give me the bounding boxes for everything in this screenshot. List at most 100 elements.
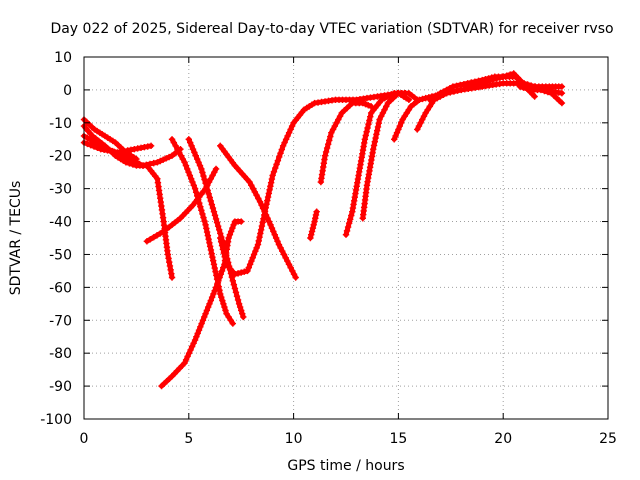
data-point — [274, 238, 281, 245]
series-arc-2 — [80, 122, 176, 281]
data-point — [292, 274, 299, 281]
data-point — [212, 165, 220, 173]
y-tick-label: 10 — [54, 50, 72, 66]
data-point — [258, 222, 266, 230]
data-point — [274, 157, 282, 164]
data-point — [220, 264, 227, 271]
data-point — [496, 74, 504, 81]
data-point — [419, 116, 426, 123]
data-point — [378, 113, 385, 120]
data-point — [204, 232, 212, 239]
y-tick-label: 0 — [63, 83, 72, 99]
data-point — [211, 168, 218, 176]
data-layer — [80, 70, 566, 390]
data-point — [229, 320, 237, 327]
data-point — [391, 136, 398, 143]
data-point — [210, 290, 217, 298]
data-point — [193, 155, 201, 163]
data-point — [206, 243, 214, 250]
data-point — [309, 224, 317, 232]
data-point — [343, 227, 351, 235]
data-point — [203, 183, 210, 190]
data-point — [195, 196, 202, 203]
data-point — [275, 153, 283, 161]
data-point — [370, 145, 377, 153]
x-tick-label: 5 — [184, 431, 193, 447]
data-point — [182, 162, 190, 169]
data-point — [362, 132, 369, 139]
y-tick-label: -70 — [49, 313, 72, 329]
data-point — [273, 161, 280, 168]
data-point — [277, 150, 284, 157]
data-point — [272, 164, 279, 172]
data-point — [287, 264, 294, 271]
data-point — [157, 157, 164, 165]
data-point — [345, 219, 353, 227]
data-point — [213, 219, 221, 226]
data-point — [236, 303, 244, 311]
data-point — [248, 257, 255, 265]
data-point — [209, 257, 217, 264]
data-point — [326, 137, 333, 144]
data-point — [84, 134, 91, 142]
data-point — [221, 303, 228, 311]
data-point — [201, 176, 208, 183]
series-arc-12 — [317, 99, 375, 186]
data-point — [484, 77, 491, 85]
data-point — [419, 95, 426, 103]
data-point — [176, 149, 183, 156]
data-point — [232, 289, 240, 296]
data-point — [500, 73, 507, 80]
y-tick-label: -20 — [49, 149, 72, 165]
data-point — [265, 218, 273, 225]
data-point — [422, 94, 429, 102]
data-point — [271, 231, 278, 238]
data-point — [195, 326, 203, 334]
data-point — [231, 271, 239, 278]
data-point — [203, 307, 211, 314]
data-point — [185, 349, 193, 357]
x-tick-label: 0 — [80, 431, 89, 447]
data-point — [264, 197, 271, 204]
data-point — [223, 310, 230, 317]
data-point — [426, 103, 434, 110]
data-point — [217, 238, 225, 245]
data-point — [367, 113, 374, 120]
data-point — [363, 128, 370, 135]
data-point — [184, 165, 191, 173]
data-point — [277, 244, 284, 252]
data-point — [230, 281, 238, 288]
data-point — [257, 230, 264, 237]
data-point — [170, 139, 178, 146]
data-point — [454, 87, 461, 94]
y-axis-label: SDTVAR / TECUs — [8, 181, 24, 296]
data-point — [287, 126, 294, 133]
data-point — [370, 142, 378, 149]
data-point — [253, 192, 260, 199]
axis-ticks: 0 5 10 15 20 25 10 0 -10 -20 -30 -40 -50 -60 -70 -80 -90… — [40, 50, 617, 447]
data-point — [308, 231, 315, 238]
data-point — [267, 179, 275, 186]
series-arc-11 — [307, 208, 320, 242]
data-point — [234, 270, 242, 277]
data-point — [206, 194, 213, 201]
data-point — [198, 320, 205, 327]
data-point — [246, 261, 254, 268]
data-point — [150, 159, 157, 167]
data-point — [516, 83, 524, 90]
data-point — [90, 143, 98, 150]
data-point — [147, 142, 155, 150]
data-point — [202, 310, 209, 317]
data-point — [244, 267, 251, 275]
data-point — [453, 82, 460, 89]
data-point — [234, 296, 242, 304]
data-point — [179, 155, 187, 163]
data-point — [383, 103, 390, 110]
data-point — [397, 119, 405, 127]
data-point — [465, 82, 472, 89]
data-point — [194, 330, 201, 337]
data-point — [272, 234, 280, 242]
data-point — [192, 189, 200, 196]
data-point — [558, 99, 566, 107]
